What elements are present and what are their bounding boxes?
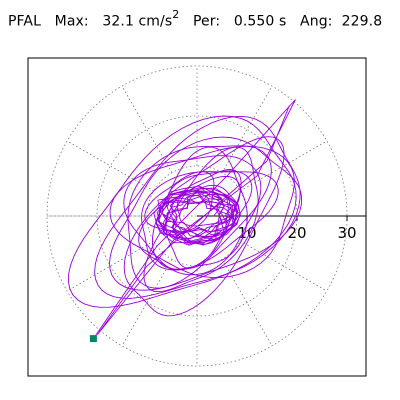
orbit-loop-5 [94, 115, 301, 299]
orbit-core [153, 185, 241, 246]
axis-tick-label-10: 10 [237, 224, 256, 242]
orbit-loop-12 [109, 145, 295, 279]
grid-spoke-330 [240, 240, 328, 292]
plot-header: PFAL Max: 32.1 cm/s2 Per: 0.550 s Ang: 2… [8, 8, 383, 34]
period-label: Per: [193, 13, 221, 30]
orbit-loop-7 [123, 155, 262, 276]
orbit-loop-6 [143, 146, 259, 293]
plot-frame [27, 57, 367, 377]
orbit-peak-excursion [93, 99, 296, 339]
grid-spoke-120 [121, 85, 173, 173]
max-value: 32.1 cm/s [102, 13, 173, 30]
orbit-loop-0 [144, 171, 215, 233]
grid-spoke-210 [66, 240, 154, 292]
axis-tick-label-30: 30 [337, 224, 356, 242]
angle-label: Ang: [300, 13, 333, 30]
max-exponent: 2 [172, 8, 180, 21]
orbit-loop-13 [151, 146, 248, 270]
orbit-loop-11 [67, 115, 297, 308]
angle-value: 229.8 [341, 13, 383, 30]
grid-spoke-240 [121, 259, 173, 347]
orbit-loop-3 [127, 145, 272, 289]
radial-axis: 10 20 30 [197, 215, 366, 242]
axis-tick-label-20: 20 [287, 224, 306, 242]
peak-marker [89, 335, 97, 343]
grid-spoke-30 [240, 140, 328, 192]
max-label: Max: [54, 13, 89, 30]
period-value: 0.550 s [233, 13, 287, 30]
station-code: PFAL [8, 13, 41, 30]
marker-layer [89, 335, 97, 343]
orbit-loop-4 [109, 136, 303, 291]
orbit-traces [67, 99, 303, 339]
orbit-loop-14 [166, 170, 253, 245]
grid-spoke-150 [66, 140, 154, 192]
orbit-loop-8 [123, 136, 285, 317]
grid-spoke-300 [221, 259, 273, 347]
grid-spoke-60 [221, 85, 273, 173]
